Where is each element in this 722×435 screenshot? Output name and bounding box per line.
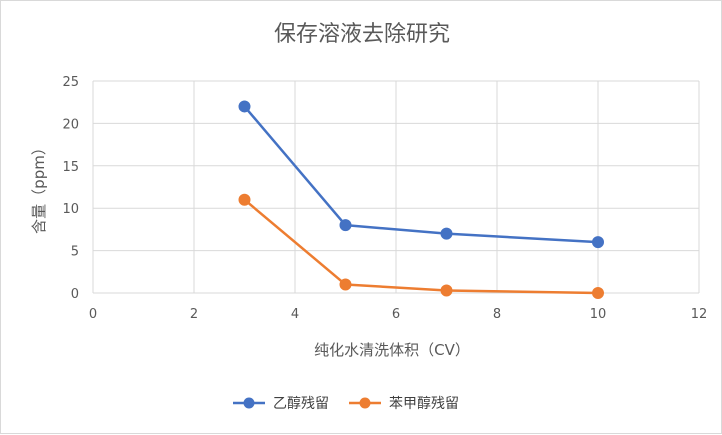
axis-layer: 0 5 10 15 20 25 0 2 4 6 8 10 12 bbox=[62, 75, 707, 322]
y-tick-label: 25 bbox=[62, 75, 79, 90]
series-layer bbox=[238, 100, 604, 299]
y-tick-label: 20 bbox=[62, 117, 79, 132]
x-tick-label: 0 bbox=[89, 307, 97, 322]
y-tick-label: 5 bbox=[71, 245, 79, 260]
y-tick-label: 15 bbox=[62, 160, 79, 175]
data-point bbox=[592, 236, 604, 249]
legend-marker-1 bbox=[359, 397, 371, 409]
series-line-1 bbox=[243, 198, 599, 295]
data-point bbox=[440, 284, 453, 297]
x-axis-title: 纯化水清洗体积（CV） bbox=[314, 341, 470, 359]
y-tick-label: 0 bbox=[71, 287, 79, 302]
data-point bbox=[592, 287, 604, 299]
y-tick-label: 10 bbox=[62, 202, 79, 217]
x-tick-label: 12 bbox=[691, 307, 708, 322]
legend-marker-0 bbox=[243, 397, 255, 409]
chart-title: 保存溶液去除研究 bbox=[274, 22, 450, 47]
data-point bbox=[238, 193, 251, 206]
legend: 乙醇残留 苯甲醇残留 bbox=[233, 395, 459, 412]
series-line-0 bbox=[243, 105, 599, 244]
grid-layer bbox=[92, 80, 700, 294]
x-tick-label: 8 bbox=[493, 307, 501, 322]
data-point bbox=[238, 100, 251, 113]
x-tick-label: 10 bbox=[590, 307, 607, 322]
legend-label-0: 乙醇残留 bbox=[273, 395, 329, 412]
x-tick-label: 6 bbox=[392, 307, 400, 322]
legend-label-1: 苯甲醇残留 bbox=[389, 395, 459, 412]
data-point bbox=[440, 227, 453, 240]
x-tick-label: 2 bbox=[190, 307, 198, 322]
x-tick-label: 4 bbox=[291, 307, 299, 322]
data-point bbox=[339, 278, 352, 291]
y-axis-title: 含量（ppm） bbox=[30, 140, 48, 234]
data-point bbox=[339, 219, 352, 232]
